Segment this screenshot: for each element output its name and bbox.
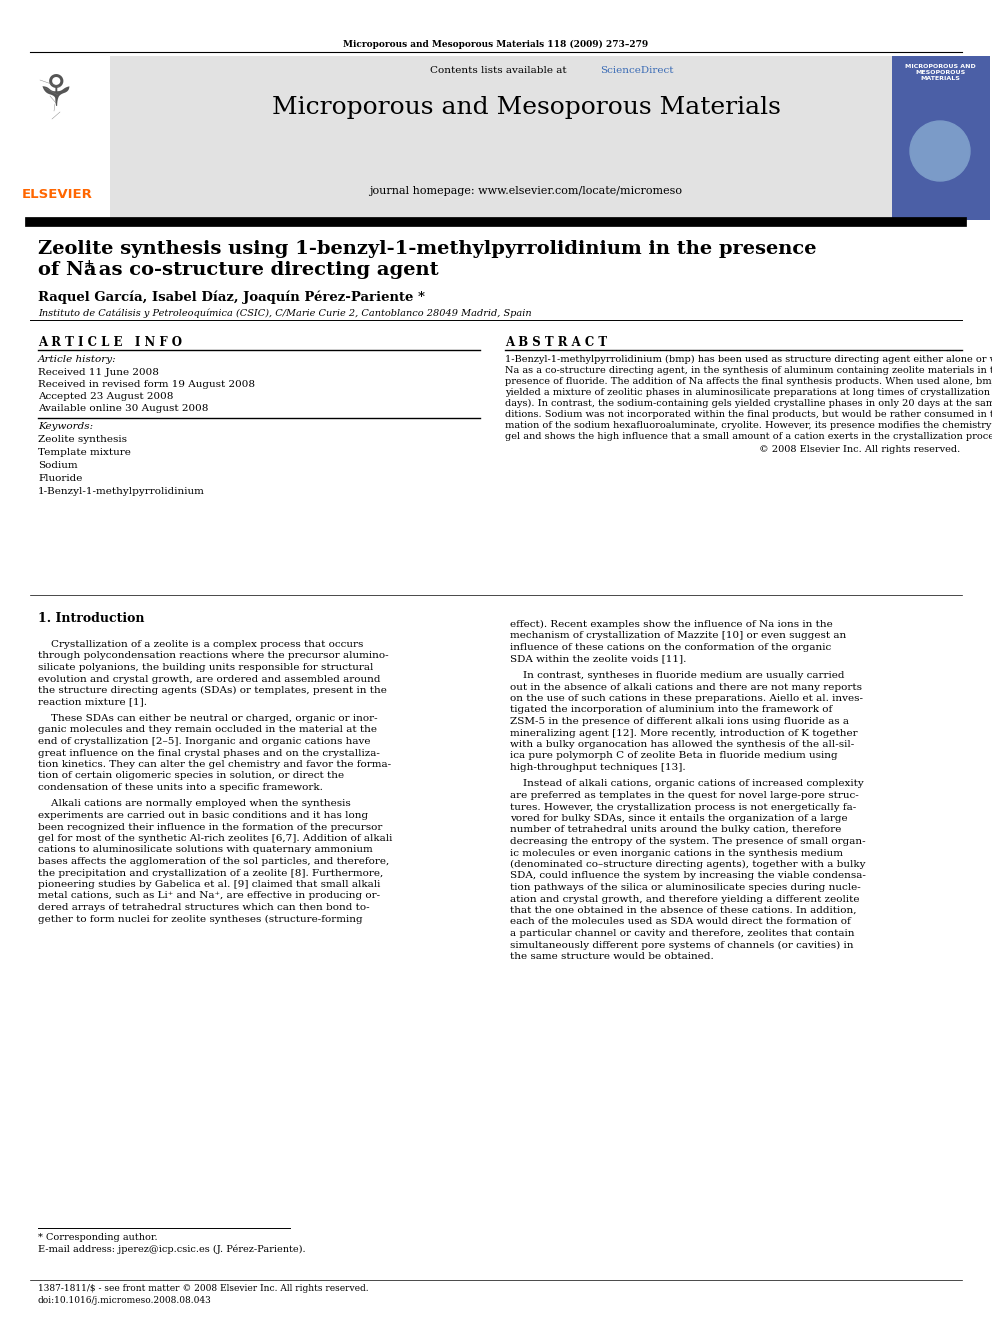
Bar [892, 56, 990, 220]
Text: tion pathways of the silica or aluminosilicate species during nucle-: tion pathways of the silica or aluminosi… [510, 882, 861, 892]
Text: tion of certain oligomeric species in solution, or direct the: tion of certain oligomeric species in so… [38, 771, 344, 781]
Text: through polycondensation reactions where the precursor alumino-: through polycondensation reactions where… [38, 651, 389, 660]
Text: 1-Benzyl-1-methylpyrrolidinium (bmp) has been used as structure directing agent : 1-Benzyl-1-methylpyrrolidinium (bmp) has… [505, 355, 992, 364]
Text: ELSEVIER: ELSEVIER [22, 188, 92, 201]
Text: high-throughput techniques [13].: high-throughput techniques [13]. [510, 763, 685, 773]
Text: decreasing the entropy of the system. The presence of small organ-: decreasing the entropy of the system. Th… [510, 837, 866, 845]
Text: doi:10.1016/j.micromeso.2008.08.043: doi:10.1016/j.micromeso.2008.08.043 [38, 1297, 211, 1304]
Text: Alkali cations are normally employed when the synthesis: Alkali cations are normally employed whe… [38, 799, 351, 808]
Text: mechanism of crystallization of Mazzite [10] or even suggest an: mechanism of crystallization of Mazzite … [510, 631, 846, 640]
Text: the same structure would be obtained.: the same structure would be obtained. [510, 953, 714, 960]
Text: vored for bulky SDAs, since it entails the organization of a large: vored for bulky SDAs, since it entails t… [510, 814, 847, 823]
Text: Received in revised form 19 August 2008: Received in revised form 19 August 2008 [38, 380, 255, 389]
Text: E-mail address: jperez@icp.csic.es (J. Pérez-Pariente).: E-mail address: jperez@icp.csic.es (J. P… [38, 1245, 306, 1254]
Text: end of crystallization [2–5]. Inorganic and organic cations have: end of crystallization [2–5]. Inorganic … [38, 737, 370, 746]
Text: Article history:: Article history: [38, 355, 117, 364]
Text: evolution and crystal growth, are ordered and assembled around: evolution and crystal growth, are ordere… [38, 675, 381, 684]
Text: ation and crystal growth, and therefore yielding a different zeolite: ation and crystal growth, and therefore … [510, 894, 859, 904]
Text: ZSM-5 in the presence of different alkali ions using fluoride as a: ZSM-5 in the presence of different alkal… [510, 717, 849, 726]
Text: ganic molecules and they remain occluded in the material at the: ganic molecules and they remain occluded… [38, 725, 377, 734]
Text: on the use of such cations in these preparations. Aiello et al. inves-: on the use of such cations in these prep… [510, 695, 863, 703]
Text: 1. Introduction: 1. Introduction [38, 613, 145, 624]
Text: gether to form nuclei for zeolite syntheses (structure-forming: gether to form nuclei for zeolite synthe… [38, 914, 363, 923]
Text: mation of the sodium hexafluoroaluminate, cryolite. However, its presence modifi: mation of the sodium hexafluoroaluminate… [505, 421, 992, 430]
Text: ditions. Sodium was not incorporated within the final products, but would be rat: ditions. Sodium was not incorporated wit… [505, 410, 992, 419]
Text: metal cations, such as Li⁺ and Na⁺, are effective in producing or-: metal cations, such as Li⁺ and Na⁺, are … [38, 892, 380, 901]
Text: Instead of alkali cations, organic cations of increased complexity: Instead of alkali cations, organic catio… [510, 779, 864, 789]
Bar [30, 56, 110, 220]
Text: mineralizing agent [12]. More recently, introduction of K together: mineralizing agent [12]. More recently, … [510, 729, 858, 737]
Text: ScienceDirect: ScienceDirect [600, 66, 674, 75]
Text: bases affects the agglomeration of the sol particles, and therefore,: bases affects the agglomeration of the s… [38, 857, 389, 867]
Text: Zeolite synthesis: Zeolite synthesis [38, 435, 127, 445]
Text: simultaneously different pore systems of channels (or cavities) in: simultaneously different pore systems of… [510, 941, 853, 950]
Text: pioneering studies by Gabelica et al. [9] claimed that small alkali: pioneering studies by Gabelica et al. [9… [38, 880, 380, 889]
Text: SDA within the zeolite voids [11].: SDA within the zeolite voids [11]. [510, 655, 686, 664]
Text: +: + [84, 258, 94, 271]
Text: cations to aluminosilicate solutions with quaternary ammonium: cations to aluminosilicate solutions wit… [38, 845, 373, 855]
Text: presence of fluoride. The addition of Na affects the final synthesis products. W: presence of fluoride. The addition of Na… [505, 377, 992, 386]
Text: tion kinetics. They can alter the gel chemistry and favor the forma-: tion kinetics. They can alter the gel ch… [38, 759, 391, 769]
Text: Available online 30 August 2008: Available online 30 August 2008 [38, 404, 208, 413]
Bar [80, 56, 892, 220]
Text: Zeolite synthesis using 1-benzyl-1-methylpyrrolidinium in the presence: Zeolite synthesis using 1-benzyl-1-methy… [38, 239, 816, 258]
Text: Microporous and Mesoporous Materials 118 (2009) 273–279: Microporous and Mesoporous Materials 118… [343, 40, 649, 49]
Text: as co-structure directing agent: as co-structure directing agent [92, 261, 438, 279]
Text: influence of these cations on the conformation of the organic: influence of these cations on the confor… [510, 643, 831, 652]
Text: Crystallization of a zeolite is a complex process that occurs: Crystallization of a zeolite is a comple… [38, 640, 363, 650]
Text: with a bulky organocation has allowed the synthesis of the all-sil-: with a bulky organocation has allowed th… [510, 740, 854, 749]
Text: 1387-1811/$ - see front matter © 2008 Elsevier Inc. All rights reserved.: 1387-1811/$ - see front matter © 2008 El… [38, 1285, 369, 1293]
Text: the structure directing agents (SDAs) or templates, present in the: the structure directing agents (SDAs) or… [38, 687, 387, 695]
Text: each of the molecules used as SDA would direct the formation of: each of the molecules used as SDA would … [510, 917, 851, 926]
Text: These SDAs can either be neutral or charged, organic or inor-: These SDAs can either be neutral or char… [38, 714, 378, 722]
Text: gel and shows the high influence that a small amount of a cation exerts in the c: gel and shows the high influence that a … [505, 433, 992, 441]
Text: silicate polyanions, the building units responsible for structural: silicate polyanions, the building units … [38, 663, 373, 672]
Text: Contents lists available at: Contents lists available at [430, 66, 569, 75]
Text: effect). Recent examples show the influence of Na ions in the: effect). Recent examples show the influe… [510, 620, 832, 630]
Text: * Corresponding author.: * Corresponding author. [38, 1233, 158, 1242]
Text: (denominated co–structure directing agents), together with a bulky: (denominated co–structure directing agen… [510, 860, 865, 869]
Text: ⚘: ⚘ [35, 71, 75, 115]
Text: of Na: of Na [38, 261, 96, 279]
Text: Received 11 June 2008: Received 11 June 2008 [38, 368, 159, 377]
Text: Instituto de Catálisis y Petroleoquímica (CSIC), C/Marie Curie 2, Cantoblanco 28: Instituto de Catálisis y Petroleoquímica… [38, 308, 532, 318]
Text: © 2008 Elsevier Inc. All rights reserved.: © 2008 Elsevier Inc. All rights reserved… [759, 445, 960, 454]
Text: the precipitation and crystallization of a zeolite [8]. Furthermore,: the precipitation and crystallization of… [38, 868, 383, 877]
Text: A B S T R A C T: A B S T R A C T [505, 336, 607, 349]
Text: ic molecules or even inorganic cations in the synthesis medium: ic molecules or even inorganic cations i… [510, 848, 843, 857]
Text: reaction mixture [1].: reaction mixture [1]. [38, 697, 147, 706]
Text: a particular channel or cavity and therefore, zeolites that contain: a particular channel or cavity and there… [510, 929, 854, 938]
Text: Accepted 23 August 2008: Accepted 23 August 2008 [38, 392, 174, 401]
Text: dered arrays of tetrahedral structures which can then bond to-: dered arrays of tetrahedral structures w… [38, 904, 370, 912]
Text: In contrast, syntheses in fluoride medium are usually carried: In contrast, syntheses in fluoride mediu… [510, 671, 844, 680]
Text: out in the absence of alkali cations and there are not many reports: out in the absence of alkali cations and… [510, 683, 862, 692]
Text: experiments are carried out in basic conditions and it has long: experiments are carried out in basic con… [38, 811, 368, 820]
Text: Raquel García, Isabel Díaz, Joaquín Pérez-Pariente *: Raquel García, Isabel Díaz, Joaquín Pére… [38, 290, 425, 303]
Text: been recognized their influence in the formation of the precursor: been recognized their influence in the f… [38, 823, 382, 831]
Text: yielded a mixture of zeolitic phases in aluminosilicate preparations at long tim: yielded a mixture of zeolitic phases in … [505, 388, 992, 397]
Text: Sodium: Sodium [38, 460, 77, 470]
Text: 1-Benzyl-1-methylpyrrolidinium: 1-Benzyl-1-methylpyrrolidinium [38, 487, 205, 496]
Text: SDA, could influence the system by increasing the viable condensa-: SDA, could influence the system by incre… [510, 872, 866, 881]
Text: tures. However, the crystallization process is not energetically fa-: tures. However, the crystallization proc… [510, 803, 856, 811]
Text: ica pure polymorph C of zeolite Beta in fluoride medium using: ica pure polymorph C of zeolite Beta in … [510, 751, 837, 761]
Text: are preferred as templates in the quest for novel large-pore struc-: are preferred as templates in the quest … [510, 791, 859, 800]
Text: great influence on the final crystal phases and on the crystalliza-: great influence on the final crystal pha… [38, 749, 380, 758]
Text: Microporous and Mesoporous Materials: Microporous and Mesoporous Materials [272, 97, 781, 119]
Text: condensation of these units into a specific framework.: condensation of these units into a speci… [38, 783, 322, 792]
Text: MICROPOROUS AND
MESOPOROUS
MATERIALS: MICROPOROUS AND MESOPOROUS MATERIALS [905, 64, 975, 81]
Text: gel for most of the synthetic Al-rich zeolites [6,7]. Addition of alkali: gel for most of the synthetic Al-rich ze… [38, 833, 393, 843]
Text: Keywords:: Keywords: [38, 422, 93, 431]
Text: Na as a co-structure directing agent, in the synthesis of aluminum containing ze: Na as a co-structure directing agent, in… [505, 366, 992, 374]
Circle shape [910, 120, 970, 181]
Text: Fluoride: Fluoride [38, 474, 82, 483]
Text: A R T I C L E   I N F O: A R T I C L E I N F O [38, 336, 182, 349]
Text: tigated the incorporation of aluminium into the framework of: tigated the incorporation of aluminium i… [510, 705, 832, 714]
Text: days). In contrast, the sodium-containing gels yielded crystalline phases in onl: days). In contrast, the sodium-containin… [505, 400, 992, 407]
Text: journal homepage: www.elsevier.com/locate/micromeso: journal homepage: www.elsevier.com/locat… [369, 187, 682, 196]
Text: Template mixture: Template mixture [38, 448, 131, 456]
Text: number of tetrahedral units around the bulky cation, therefore: number of tetrahedral units around the b… [510, 826, 841, 835]
Text: that the one obtained in the absence of these cations. In addition,: that the one obtained in the absence of … [510, 906, 856, 916]
